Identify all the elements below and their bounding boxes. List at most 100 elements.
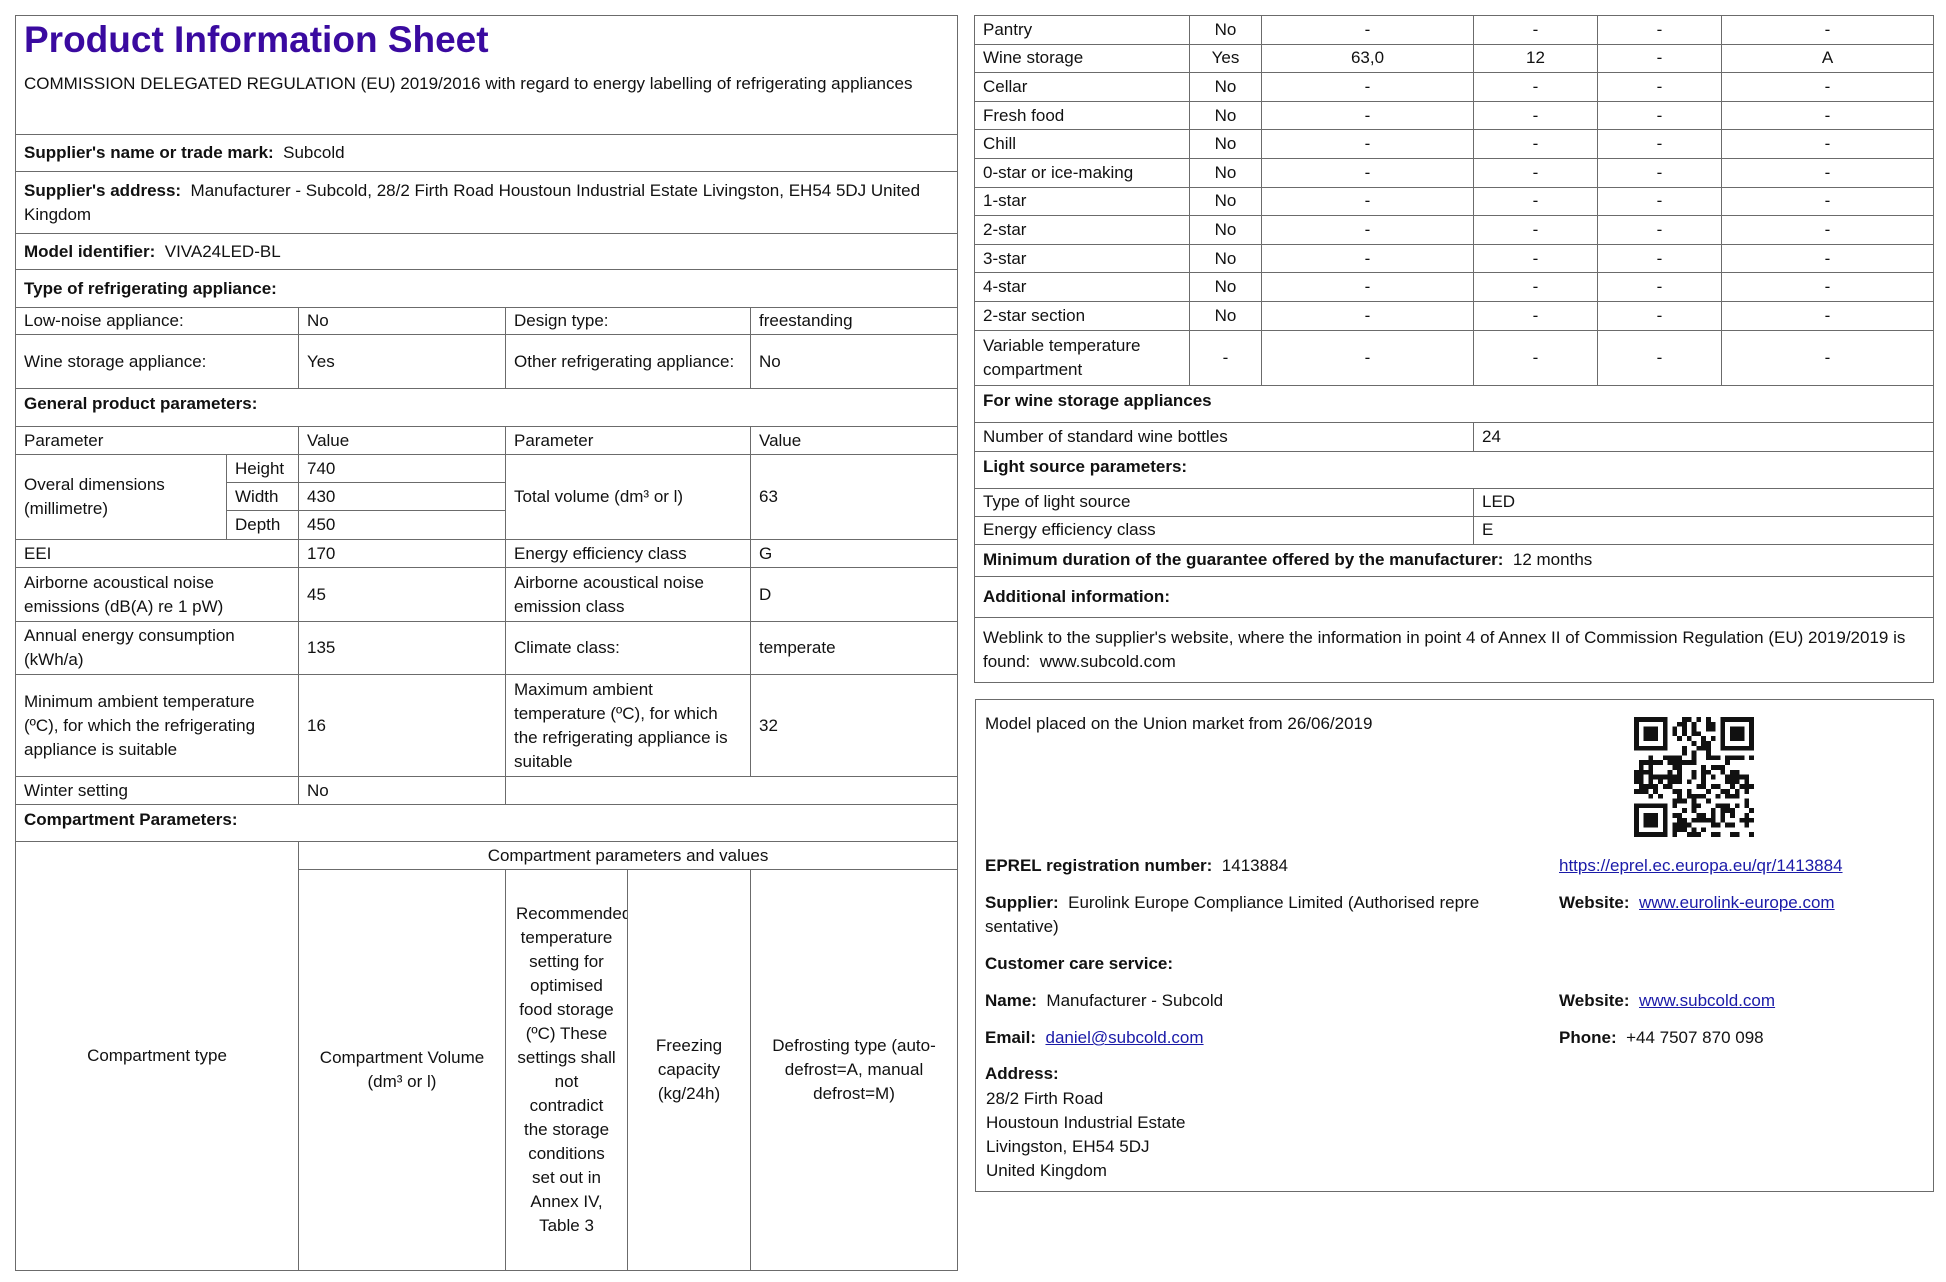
registry-box: Model placed on the Union market from 26… [975, 699, 1934, 1192]
compartment-name: Pantry [974, 15, 1190, 45]
compartment-name: 2-star section [974, 300, 1190, 331]
supplier-address-value: Manufacturer - Subcold, 28/2 Firth Road … [24, 180, 921, 224]
guarantee-row: Minimum duration of the guarantee offere… [974, 543, 1934, 577]
compartment-present: No [1189, 186, 1262, 217]
email-label: Email: [985, 1028, 1037, 1047]
compartment-freezing: - [1597, 157, 1722, 188]
supplier-website-link[interactable]: www.eurolink-europe.com [1639, 893, 1835, 912]
compartment-name: Variable temperature compartment [974, 329, 1190, 386]
noise-class-value: D [749, 567, 959, 622]
compartment-volume: - [1261, 272, 1474, 302]
care-website-label: Website: [1559, 991, 1630, 1010]
compartment-row: 3-star No - - - - [974, 243, 1934, 274]
guarantee-value: 12 months [1512, 550, 1593, 570]
climate-label: Climate class: [505, 621, 751, 675]
address-line: Houstoun Industrial Estate [986, 1113, 1186, 1132]
compartment-volume: - [1261, 215, 1474, 245]
qr-code-icon[interactable] [1634, 717, 1754, 837]
winter-value: No [298, 776, 506, 805]
compartment-name: 0-star or ice-making [974, 157, 1190, 188]
noise-class-label: Airborne acoustical noise emission class [505, 567, 751, 622]
other-appliance-value: No [749, 334, 959, 389]
compartment-present: - [1189, 329, 1262, 386]
supplier-label: Supplier: [985, 893, 1059, 912]
compartment-temp: - [1473, 15, 1598, 45]
compartment-present: No [1189, 100, 1262, 131]
compartment-group-header: Compartment parameters and values [297, 841, 959, 870]
compartment-name: 1-star [974, 186, 1190, 217]
compartment-temp: - [1473, 329, 1598, 386]
email-link[interactable]: daniel@subcold.com [1045, 1028, 1204, 1047]
supplier-value-line2: sentative) [985, 917, 1059, 936]
width-label: Width [226, 482, 299, 511]
compartment-temp: - [1473, 100, 1598, 131]
additional-row: Weblink to the supplier's website, where… [974, 616, 1934, 683]
eec-label: Energy efficiency class [505, 539, 751, 568]
model-row: Model identifier: VIVA24LED-BL [14, 233, 959, 270]
compartment-volume: - [1261, 186, 1474, 217]
compartment-defrost: - [1721, 300, 1934, 331]
height-label: Height [226, 454, 299, 483]
supplier-address-row: Supplier's address: Manufacturer - Subco… [14, 171, 959, 234]
compartment-volume: - [1261, 72, 1474, 102]
compartment-present: No [1189, 157, 1262, 188]
wine-storage-label: Wine storage appliance: [15, 334, 299, 389]
eei-label: EEI [15, 539, 299, 568]
header-cell: Product Information Sheet COMMISSION DEL… [14, 15, 959, 135]
compartment-row: Chill No - - - - [974, 129, 1934, 159]
page-title: Product Information Sheet [24, 19, 489, 60]
name-label: Name: [985, 991, 1037, 1010]
light-heading: Light source parameters: [974, 450, 1934, 489]
depth-label: Depth [226, 510, 299, 540]
supplier-value-line1: Eurolink Europe Compliance Limited (Auth… [1068, 893, 1480, 912]
annual-energy-label: Annual energy consumption (kWh/a) [15, 621, 299, 675]
care-website-link[interactable]: www.subcold.com [1639, 991, 1776, 1010]
eprel-link[interactable]: https://eprel.ec.europa.eu/qr/1413884 [1559, 856, 1843, 875]
additional-link: www.subcold.com [1039, 651, 1176, 671]
compartment-volume: - [1261, 157, 1474, 188]
light-class-label: Energy efficiency class [974, 515, 1474, 545]
compartment-present: No [1189, 300, 1262, 331]
other-appliance-label: Other refrigerating appliance: [505, 334, 751, 389]
compartment-temp: - [1473, 72, 1598, 102]
compartment-freezing: - [1597, 243, 1722, 274]
compartment-defrost: - [1721, 243, 1934, 274]
compartment-volume: - [1261, 329, 1474, 386]
compartment-volume: - [1261, 243, 1474, 274]
defrost-type-header: Defrosting type (auto-defrost=A, manual … [749, 869, 959, 1271]
compartment-name: Cellar [974, 72, 1190, 102]
supplier-address-label: Supplier's address: [24, 180, 182, 200]
noise-label: Airborne acoustical noise emissions (dB(… [15, 567, 299, 622]
compartment-present: Yes [1189, 43, 1262, 74]
wine-heading: For wine storage appliances [974, 384, 1934, 423]
compartment-volume: - [1261, 129, 1474, 159]
annual-energy-value: 135 [298, 621, 506, 675]
compartment-name: Chill [974, 129, 1190, 159]
bottles-value: 24 [1473, 421, 1934, 452]
compartment-row: Variable temperature compartment - - - - - [974, 329, 1934, 386]
compartment-defrost: - [1721, 15, 1934, 45]
compartment-defrost: - [1721, 215, 1934, 245]
compartment-defrost: - [1721, 129, 1934, 159]
address-line: Livingston, EH54 5DJ [986, 1137, 1150, 1156]
light-class-value: E [1473, 515, 1934, 545]
address-line: 28/2 Firth Road [986, 1089, 1104, 1108]
compartment-present: No [1189, 72, 1262, 102]
compartment-defrost: - [1721, 157, 1934, 188]
noise-value: 45 [298, 567, 506, 622]
supplier-name-value: Subcold [283, 143, 345, 162]
compartment-volume: 63,0 [1261, 43, 1474, 74]
compartment-present: No [1189, 129, 1262, 159]
design-type-label: Design type: [505, 307, 751, 335]
type-heading: Type of refrigerating appliance: [14, 269, 959, 308]
compartment-freezing: - [1597, 300, 1722, 331]
compartment-present: No [1189, 215, 1262, 245]
low-noise-value: No [298, 307, 506, 335]
compartment-volume-header: Compartment Volume (dm³ or l) [298, 869, 506, 1271]
max-temp-label: Maximum ambient temperature (ºC), for wh… [505, 674, 751, 777]
compartment-volume: - [1261, 100, 1474, 131]
placed-on-market: Model placed on the Union market from 26… [985, 714, 1373, 733]
height-value: 740 [298, 454, 506, 483]
compartment-name: Fresh food [974, 100, 1190, 131]
volume-value: 63 [749, 454, 959, 540]
